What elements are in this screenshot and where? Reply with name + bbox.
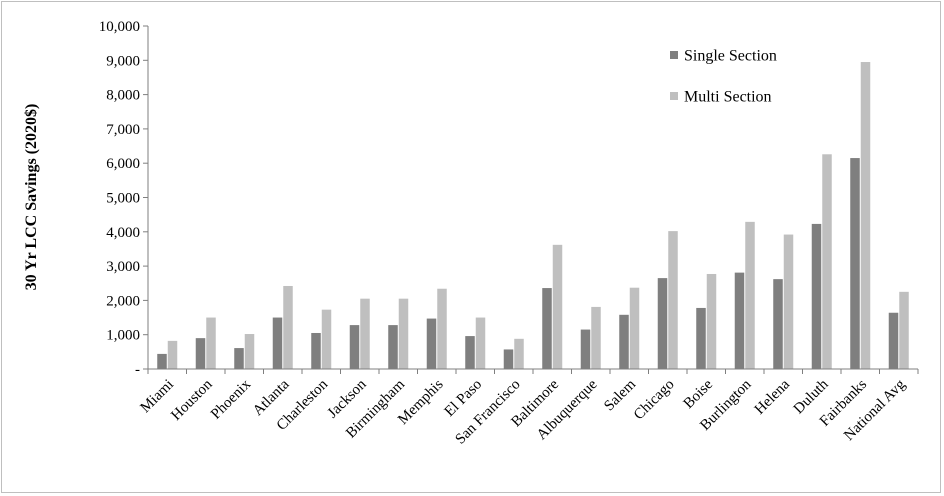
bar-single-fairbanks: [850, 158, 860, 369]
y-tick-label: 1,000: [106, 328, 140, 344]
bar-single-helena: [773, 279, 783, 369]
bar-multi-birmingham: [398, 298, 409, 369]
y-tick-label: 7,000: [106, 122, 140, 138]
bar-single-national-avg: [888, 312, 899, 369]
bar-multi-albuquerque: [591, 306, 601, 369]
y-tick-label: 9,000: [106, 53, 140, 69]
y-tick-label: 5,000: [106, 191, 140, 207]
legend-label-multi: Multi Section: [684, 89, 772, 106]
bar-single-phoenix: [234, 348, 244, 369]
bar-single-burlington: [734, 272, 745, 369]
legend-swatch-multi: [670, 92, 678, 100]
bar-single-san-francisco: [503, 349, 514, 369]
bar-multi-national-avg: [899, 291, 909, 369]
bar-single-albuquerque: [580, 329, 591, 369]
bar-single-miami: [157, 353, 167, 369]
bar-single-jackson: [349, 325, 360, 369]
bar-multi-fairbanks: [860, 62, 871, 369]
x-category-label: Boise: [681, 376, 717, 412]
x-category-label: Phoenix: [208, 376, 254, 422]
y-axis-title: 30 Yr LCC Savings (2020$): [23, 104, 40, 291]
y-tick-label: 8,000: [106, 88, 140, 104]
y-tick-label: 2,000: [106, 293, 140, 309]
bar-multi-boise: [706, 273, 717, 369]
bar-multi-chicago: [668, 231, 678, 369]
y-tick-label: 4,000: [106, 225, 140, 241]
bar-multi-el-paso: [475, 317, 486, 369]
bar-single-chicago: [657, 278, 668, 369]
bar-single-houston: [195, 338, 206, 369]
y-tick-label: 6,000: [106, 156, 140, 172]
bar-multi-jackson: [360, 298, 370, 369]
bar-multi-baltimore: [552, 244, 563, 369]
legend-label-single: Single Section: [684, 48, 777, 65]
bar-single-el-paso: [465, 336, 475, 369]
x-category-label: Chicago: [631, 377, 678, 424]
legend-swatch-single: [670, 51, 678, 59]
bar-single-atlanta: [272, 317, 283, 369]
bar-multi-salem: [629, 287, 640, 369]
x-category-label: Helena: [752, 376, 794, 418]
bar-multi-duluth: [822, 154, 832, 369]
y-tick-label: 3,000: [106, 259, 140, 275]
bar-multi-burlington: [745, 221, 755, 369]
bar-multi-san-francisco: [514, 338, 524, 369]
bar-multi-miami: [167, 340, 178, 369]
bar-single-duluth: [811, 223, 822, 369]
bar-multi-phoenix: [244, 334, 255, 369]
bar-multi-charleston: [321, 309, 332, 369]
bar-multi-helena: [783, 234, 794, 369]
bar-single-salem: [619, 314, 629, 369]
bar-single-memphis: [426, 318, 437, 369]
y-tick-label: -: [135, 362, 140, 378]
y-tick-label: 10,000: [99, 19, 140, 35]
bar-single-baltimore: [542, 288, 552, 369]
x-category-label: Houston: [168, 376, 216, 424]
bar-multi-houston: [206, 317, 216, 369]
bar-multi-atlanta: [283, 285, 293, 369]
bar-single-boise: [696, 307, 706, 369]
bar-single-birmingham: [388, 325, 398, 369]
bar-multi-memphis: [437, 288, 447, 369]
bar-single-charleston: [311, 332, 321, 369]
